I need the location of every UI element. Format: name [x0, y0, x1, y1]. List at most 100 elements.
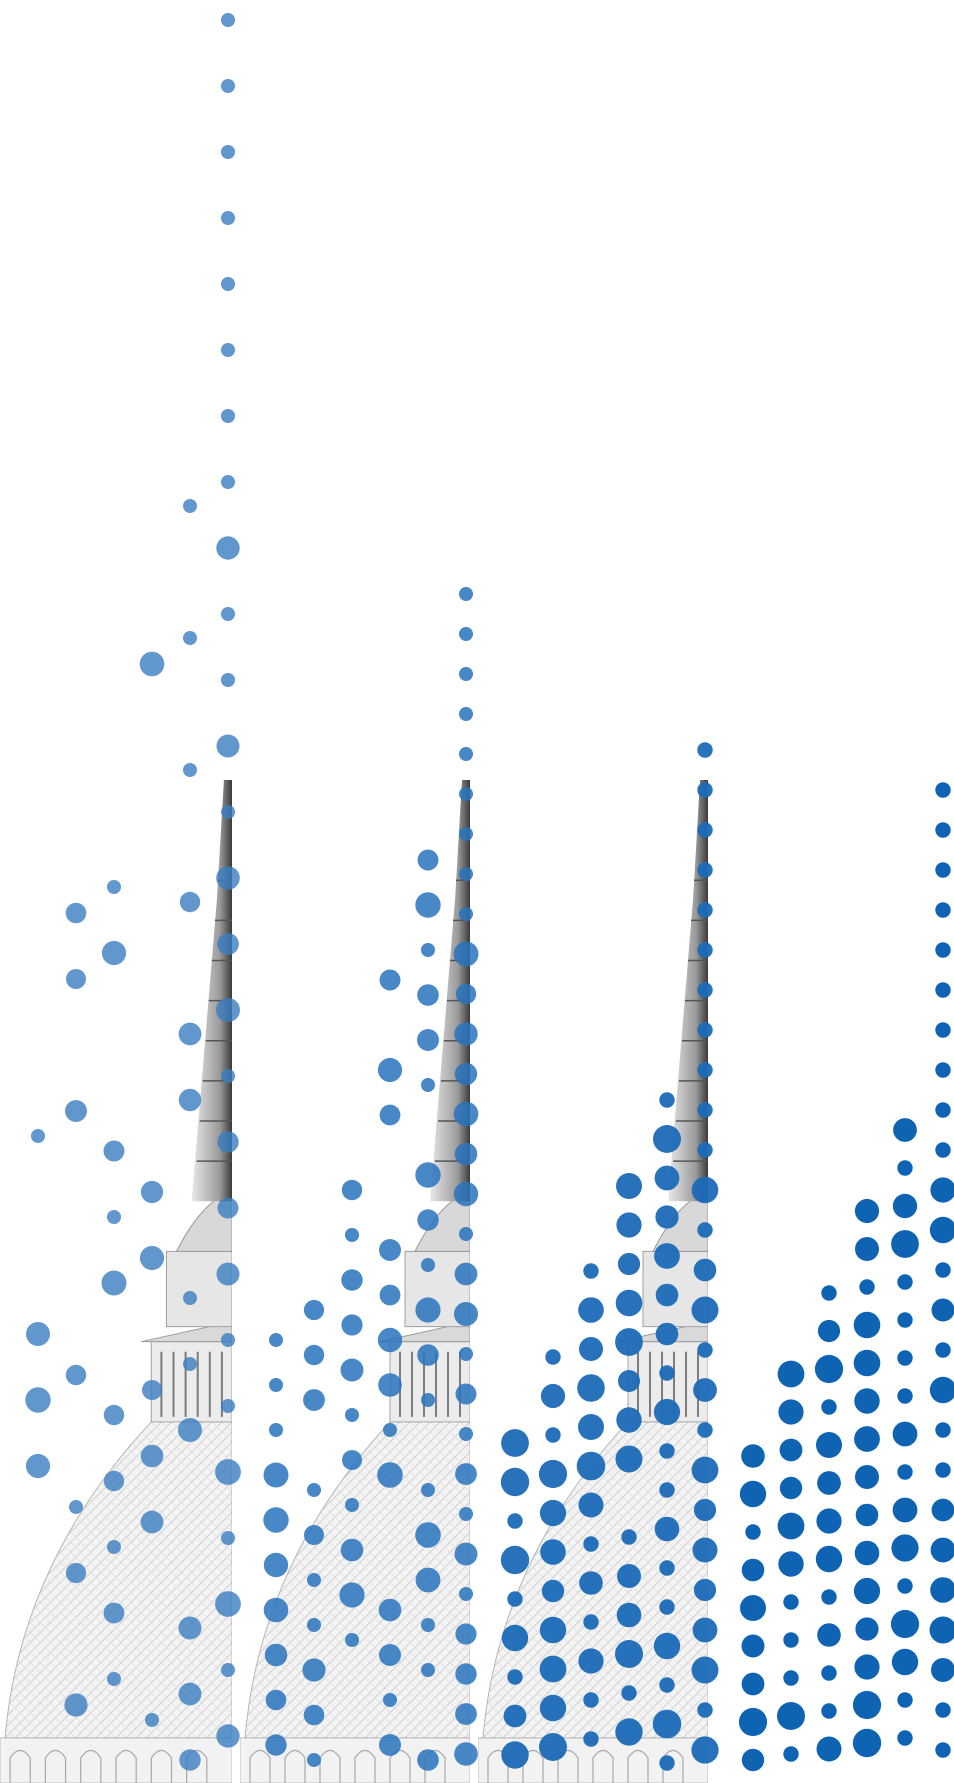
- halftone-dot: [855, 1465, 879, 1489]
- halftone-dot: [221, 607, 235, 621]
- halftone-dot: [178, 1418, 202, 1442]
- halftone-dot: [853, 1577, 881, 1605]
- halftone-dot: [103, 1140, 125, 1162]
- halftone-dot: [340, 1358, 364, 1382]
- halftone-dot: [263, 1462, 289, 1488]
- halftone-dot: [345, 1633, 359, 1647]
- halftone-dot: [617, 1252, 641, 1276]
- halftone-dot: [216, 1724, 240, 1748]
- halftone-dot: [383, 1423, 397, 1437]
- halftone-dot: [653, 1398, 681, 1426]
- halftone-dot: [778, 1399, 804, 1425]
- halftone-dot: [415, 1567, 441, 1593]
- halftone-dot: [383, 1693, 397, 1707]
- halftone-dot: [539, 1616, 567, 1644]
- halftone-dot: [216, 1262, 240, 1286]
- halftone-dot: [892, 1497, 918, 1523]
- halftone-dot: [892, 1193, 918, 1219]
- halftone-dot: [139, 651, 165, 677]
- halftone-dot: [507, 1669, 523, 1685]
- halftone-dot: [183, 1291, 197, 1305]
- halftone-dot: [454, 1542, 478, 1566]
- halftone-dot: [615, 1445, 643, 1473]
- halftone-dot: [693, 1378, 717, 1402]
- halftone-dot: [263, 1597, 289, 1623]
- halftone-dot: [379, 969, 401, 991]
- halftone-dot: [739, 1480, 767, 1508]
- halftone-dot: [697, 862, 713, 878]
- halftone-dot: [931, 1298, 954, 1322]
- halftone-dot: [697, 1102, 713, 1118]
- halftone-dot: [341, 1179, 363, 1201]
- halftone-dot: [892, 1421, 918, 1447]
- halftone-dot: [578, 1414, 604, 1440]
- halftone-dot: [697, 902, 713, 918]
- halftone-dot: [307, 1483, 321, 1497]
- halftone-dot: [741, 1748, 765, 1772]
- halftone-dot: [221, 1531, 235, 1545]
- halftone-dot: [217, 1131, 239, 1153]
- halftone-dot: [545, 1427, 561, 1443]
- halftone-dot: [216, 734, 240, 758]
- halftone-dot: [852, 1728, 882, 1758]
- halftone-dot: [378, 1373, 402, 1397]
- halftone-dot: [221, 1399, 235, 1413]
- halftone-dot: [183, 1357, 197, 1371]
- halftone-dot: [821, 1399, 837, 1415]
- halftone-dot: [855, 1237, 879, 1261]
- halftone-dot: [455, 1383, 477, 1405]
- halftone-dot: [777, 1360, 805, 1388]
- halftone-dot: [854, 1654, 880, 1680]
- halftone-dot: [379, 1104, 401, 1126]
- halftone-dot: [221, 1333, 235, 1347]
- halftone-dot: [503, 1704, 527, 1728]
- halftone-dot: [745, 1524, 761, 1540]
- halftone-dot: [179, 891, 201, 913]
- halftone-dot: [935, 1102, 951, 1118]
- halftone-dot: [455, 1663, 477, 1685]
- halftone-dot: [929, 1616, 954, 1644]
- halftone-dot: [139, 1245, 165, 1271]
- halftone-dot: [65, 1562, 87, 1584]
- halftone-dot: [816, 1736, 842, 1762]
- halftone-dot: [545, 1349, 561, 1365]
- halftone-dot: [454, 1022, 478, 1046]
- halftone-dot: [142, 1380, 162, 1400]
- halftone-dot: [421, 1663, 435, 1677]
- halftone-dot: [854, 1388, 880, 1414]
- halftone-dot: [935, 782, 951, 798]
- halftone-dot: [783, 1594, 799, 1610]
- halftone-dot: [455, 1463, 477, 1485]
- halftone-dot: [821, 1665, 837, 1681]
- halftone-dot: [540, 1539, 566, 1565]
- halftone-dot: [583, 1536, 599, 1552]
- halftone-dot: [691, 1456, 719, 1484]
- halftone-dot: [741, 1672, 765, 1696]
- halftone-dot: [897, 1464, 913, 1480]
- halftone-dot: [178, 1682, 202, 1706]
- halftone-dot: [303, 1344, 325, 1366]
- halftone-dot: [691, 1656, 719, 1684]
- halftone-dot: [107, 1540, 121, 1554]
- halftone-dot: [64, 1693, 88, 1717]
- halftone-dot: [692, 1617, 718, 1643]
- halftone-dot: [379, 1239, 401, 1261]
- halftone-dot: [897, 1388, 913, 1404]
- halftone-dot: [539, 1655, 567, 1683]
- halftone-dot: [897, 1692, 913, 1708]
- halftone-dot: [421, 943, 435, 957]
- halftone-dot: [583, 1731, 599, 1747]
- halftone-dot: [263, 1507, 289, 1533]
- halftone-dot: [693, 1578, 717, 1602]
- halftone-dot: [935, 1702, 951, 1718]
- halftone-dot: [454, 1142, 478, 1166]
- halftone-dot: [183, 763, 197, 777]
- halftone-dot: [216, 536, 240, 560]
- halftone-dot: [217, 1197, 239, 1219]
- halftone-dot: [652, 1709, 682, 1739]
- halftone-dot: [221, 805, 235, 819]
- halftone-dot: [459, 1587, 473, 1601]
- halftone-dot: [854, 1540, 880, 1566]
- halftone-dot: [145, 1713, 159, 1727]
- halftone-dot: [221, 673, 235, 687]
